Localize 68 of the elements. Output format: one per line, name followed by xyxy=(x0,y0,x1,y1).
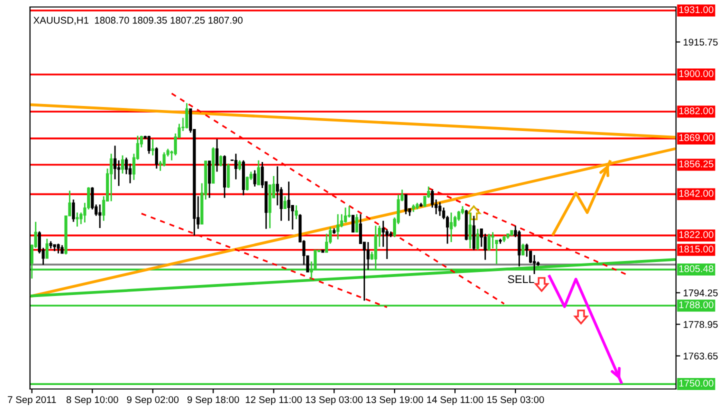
candlestick xyxy=(151,138,154,156)
y-tick-label: 1763.65 xyxy=(684,352,718,360)
y-tick-label: 1794.25 xyxy=(684,289,718,296)
x-tick-label: 13 Sep 03:00 xyxy=(306,396,363,406)
candlestick xyxy=(476,228,480,251)
candlestick xyxy=(488,233,490,251)
candlestick xyxy=(155,146,158,170)
ref-line-label: 1805.48 xyxy=(679,265,714,272)
candlestick xyxy=(219,154,222,168)
x-tick-label: 15 Sep 03:00 xyxy=(487,396,544,406)
candlestick xyxy=(287,180,290,222)
candlestick xyxy=(472,215,476,251)
candlestick xyxy=(491,231,494,250)
candlestick xyxy=(438,202,442,217)
x-tick-label: 9 Sep 18:00 xyxy=(187,396,240,406)
candlestick xyxy=(148,135,150,154)
y-tick-label: 1915.75 xyxy=(684,38,718,46)
annotation: SELL xyxy=(508,275,534,284)
candlestick xyxy=(336,214,340,240)
x-tick-label: 8 Sep 10:00 xyxy=(66,396,118,406)
candlestick xyxy=(72,198,75,223)
candlestick xyxy=(110,153,113,202)
x-tick-label: 12 Sep 11:00 xyxy=(246,396,302,406)
ref-line-label: 1869.00 xyxy=(679,134,714,142)
ref-line-label: 1842.00 xyxy=(679,190,714,197)
candlestick xyxy=(234,153,238,180)
candlestick xyxy=(532,254,536,275)
x-tick-label: 13 Sep 19:00 xyxy=(366,396,424,406)
candlestick xyxy=(518,230,521,268)
candlestick xyxy=(46,238,48,260)
ref-line-label: 1788.00 xyxy=(679,301,714,308)
text: XAUUSD,H1 1808.70 1809.35 1807.25 1807.90 xyxy=(33,16,243,25)
candlestick xyxy=(284,196,286,210)
candlestick xyxy=(382,220,385,248)
candlestick xyxy=(348,205,351,218)
ref-line-label: 1900.00 xyxy=(679,70,714,78)
ref-line-label: 1856.25 xyxy=(679,160,714,168)
candlestick xyxy=(121,154,124,174)
x-tick-label: 14 Sep 11:00 xyxy=(427,396,484,406)
x-tick-label: 7 Sep 2011 xyxy=(8,396,56,406)
candlestick xyxy=(404,194,408,215)
ref-line-label: 1750.00 xyxy=(679,380,714,387)
candlestick xyxy=(56,243,60,254)
y-tick-label: 1778.95 xyxy=(684,321,718,328)
ref-line-label: 1931.00 xyxy=(679,6,714,14)
candlestick xyxy=(162,152,166,168)
candlestick xyxy=(98,204,102,229)
x-tick-label: 9 Sep 02:00 xyxy=(127,396,179,406)
candlestick xyxy=(226,162,230,189)
candlestick xyxy=(238,160,242,171)
candlestick xyxy=(450,212,453,243)
ref-line-label: 1882.00 xyxy=(679,107,714,114)
candlestick xyxy=(355,214,358,233)
candlestick xyxy=(185,102,188,130)
candlestick xyxy=(294,204,298,220)
candlestick xyxy=(257,160,260,186)
ref-line-label: 1822.00 xyxy=(679,231,714,238)
candlestick xyxy=(208,160,211,199)
candlestick xyxy=(253,170,256,188)
candlestick xyxy=(76,212,79,228)
candlestick xyxy=(246,176,249,192)
candlestick xyxy=(344,206,347,224)
line-series xyxy=(552,160,612,236)
candlestick xyxy=(522,243,524,256)
candlestick xyxy=(117,160,120,187)
candlestick xyxy=(468,212,472,250)
candlestick xyxy=(216,138,218,172)
ref-line-label: 1815.00 xyxy=(679,246,714,253)
